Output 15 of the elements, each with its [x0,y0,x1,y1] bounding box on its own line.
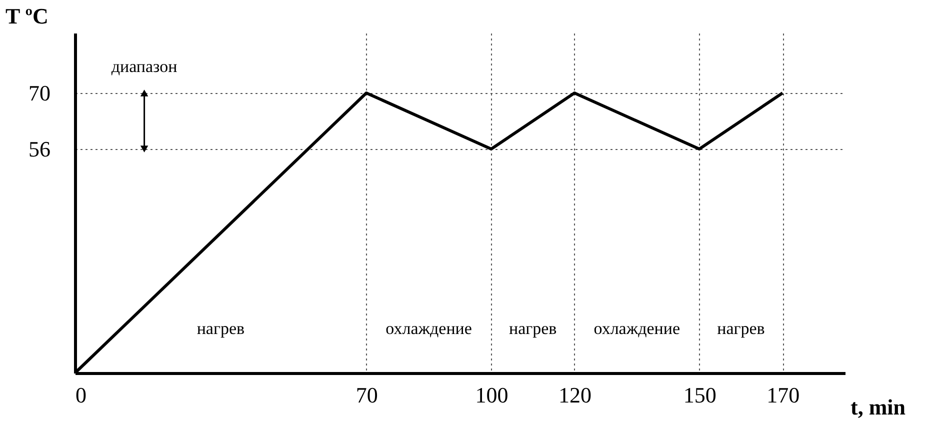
x-tick-label: 70 [356,382,378,408]
x-axis-title: t, min [850,394,906,420]
annotation: охлаждение [594,318,680,338]
x-tick-label: 170 [766,382,800,408]
x-tick-label: 150 [683,382,716,408]
annotation: нагрев [196,318,245,338]
y-tick-label: 56 [28,136,50,162]
x-tick-label: 100 [475,382,508,408]
annotation: охлаждение [386,318,472,338]
x-tick-label: 120 [558,382,592,408]
x-tick-label: 0 [76,382,86,408]
annotation: диапазон [111,57,178,76]
annotation: нагрев [717,318,765,338]
y-axis-title: T ºC [6,4,48,28]
annotation: нагрев [508,318,557,338]
